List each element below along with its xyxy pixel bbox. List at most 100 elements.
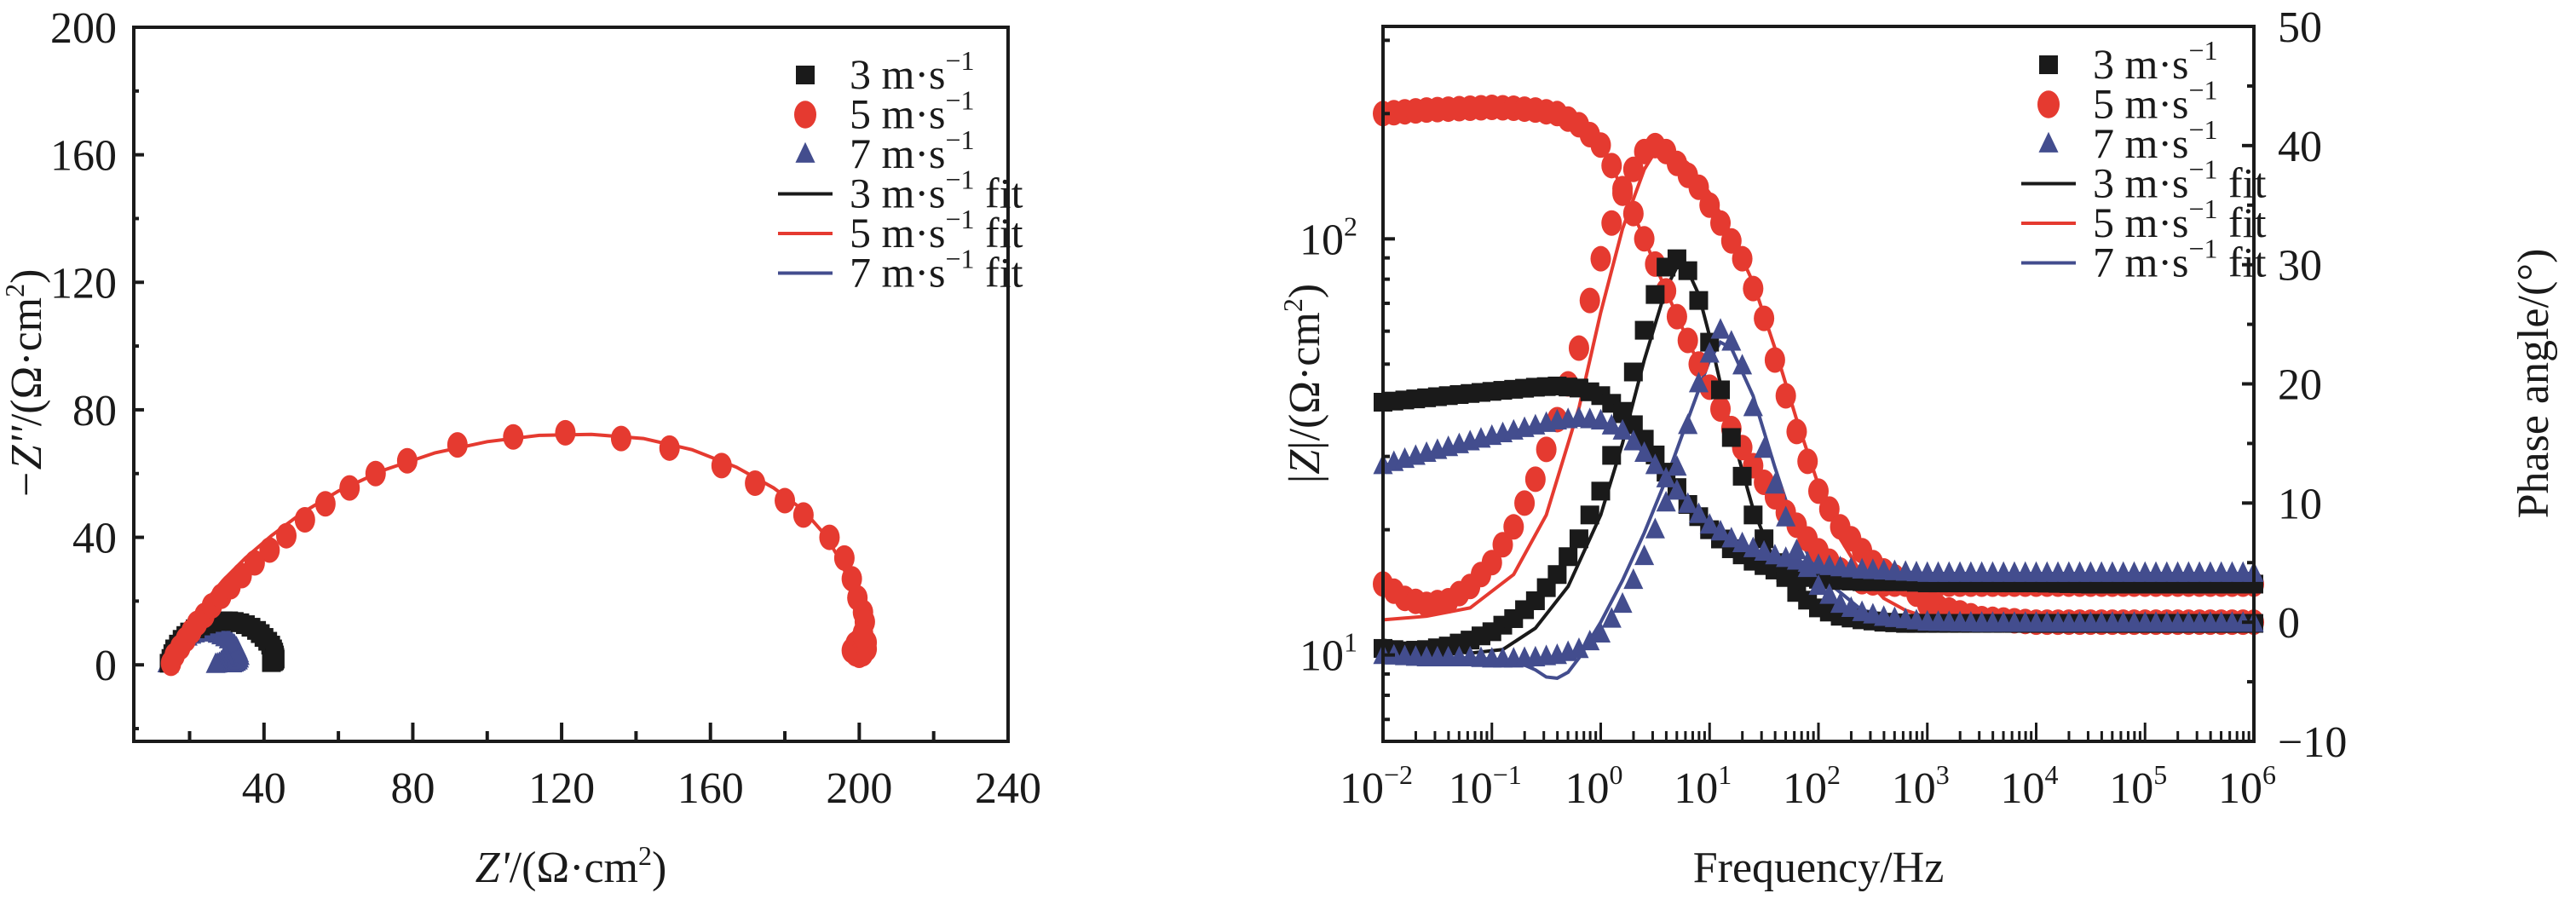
data-point-triangle [1786, 538, 1807, 560]
data-point-circle [711, 452, 732, 479]
data-point-square [262, 653, 281, 672]
data-point-circle [1503, 514, 1524, 540]
legend-marker-circle [2037, 90, 2060, 118]
data-point-triangle [1830, 591, 1851, 614]
x-tick-label: 102 [1783, 759, 1841, 813]
data-point-triangle [1797, 556, 1818, 578]
nyquist-plot-frame [132, 26, 1010, 743]
data-point-triangle [1732, 354, 1753, 375]
data-point-square [1721, 428, 1741, 447]
legend-label: 7 m·s−1 [2093, 114, 2218, 167]
data-point-circle [555, 419, 576, 446]
legend-label: 5 m·s−1 [850, 85, 975, 138]
data-point-triangle [1634, 441, 1655, 463]
data-point-circle [339, 475, 360, 501]
nyquist-y-axis-title: −Z''/(Ω·cm2) [0, 269, 51, 500]
nyquist-ticks: 40 80 120 160 200 240 0 40 80 120 160 200 [50, 4, 1041, 813]
data-point-circle [852, 623, 873, 649]
bode-left-y-axis-title: |Z|/(Ω·cm2) [1277, 284, 1329, 483]
legend-label: 7 m·s−1 [850, 124, 975, 177]
y-right-tick-label: 10 [2278, 480, 2322, 528]
data-point-circle [792, 502, 814, 528]
data-point-triangle [1699, 513, 1720, 534]
x-tick-label: 160 [677, 764, 744, 813]
x-tick-label: 40 [242, 764, 286, 813]
legend-label: 3 m·s−1 [850, 45, 975, 98]
data-point-circle [1666, 303, 1687, 330]
nyquist-series-layer [157, 419, 878, 677]
legend-label: 3 m·s−1 [2093, 35, 2218, 88]
data-point-circle [1622, 200, 1644, 227]
data-point-triangle [1808, 573, 1829, 596]
data-point-circle [1622, 156, 1644, 182]
data-point-square [1645, 285, 1665, 304]
data-point-circle [294, 506, 315, 533]
data-point-triangle [1623, 429, 1644, 451]
x-tick-label: 103 [1892, 759, 1950, 813]
data-point-triangle [1776, 505, 1796, 527]
data-point-circle [244, 550, 265, 576]
data-point-square [1689, 291, 1709, 310]
data-point-triangle [1688, 502, 1709, 523]
x-tick-label: 104 [2001, 759, 2059, 813]
y-tick-label: 160 [50, 132, 117, 181]
bode-x-axis-title: Frequency/Hz [1693, 844, 1945, 892]
data-point-square [1634, 320, 1654, 340]
data-point-triangle [1667, 455, 1687, 476]
data-point-triangle [1634, 544, 1655, 566]
data-point-circle [314, 491, 336, 517]
data-point-circle [1688, 174, 1709, 200]
data-point-triangle [1754, 437, 1774, 458]
data-point-circle [1754, 305, 1775, 331]
data-point-square [1755, 529, 1774, 549]
data-point-square [1591, 481, 1611, 501]
data-point-circle [1710, 210, 1732, 236]
y-tick-label: 200 [50, 4, 117, 53]
y-right-tick-label: 20 [2278, 361, 2322, 410]
data-point-circle [1481, 550, 1502, 576]
data-point-square [1602, 446, 1622, 465]
data-point-circle [1590, 245, 1611, 272]
legend-marker-triangle [795, 141, 815, 163]
data-point-triangle [1710, 519, 1731, 541]
x-tick-label: 240 [975, 764, 1041, 813]
data-point-circle [276, 522, 297, 549]
x-tick-label: 100 [1565, 759, 1623, 813]
legend-label: 3 m·s−1 fit [850, 164, 1023, 217]
legend-label: 7 m·s−1 fit [850, 244, 1023, 297]
data-point-square [1776, 568, 1795, 587]
data-point-square [1711, 380, 1731, 400]
data-point-circle [1634, 226, 1655, 252]
data-point-triangle [1754, 539, 1774, 562]
y-right-tick-label: 50 [2278, 3, 2322, 52]
legend-marker-square [2039, 55, 2058, 74]
data-point-circle [1808, 478, 1829, 504]
data-point-circle [1524, 466, 1546, 493]
data-point-square [1547, 565, 1567, 585]
data-point-square [1732, 466, 1752, 486]
data-point-circle [1677, 327, 1698, 354]
x-tick-label: 120 [528, 764, 595, 813]
data-point-triangle [1721, 330, 1742, 351]
x-tick-label: 80 [390, 764, 435, 813]
data-point-circle [1775, 383, 1796, 409]
y-tick-label: 120 [50, 259, 117, 308]
data-point-circle [1732, 245, 1753, 272]
data-point-triangle [1667, 479, 1687, 500]
data-point-circle [1786, 418, 1807, 445]
data-point-circle [259, 537, 280, 563]
data-point-triangle [1743, 395, 1763, 417]
x-tick-label: 10−1 [1449, 759, 1522, 813]
data-point-square [1580, 505, 1599, 525]
data-point-square [1678, 261, 1697, 280]
data-point-circle [1514, 490, 1536, 516]
data-point-square [1613, 404, 1633, 424]
data-point-circle [1601, 210, 1622, 236]
legend-label: 7 m·s−1 fit [2093, 233, 2267, 286]
data-point-triangle [1721, 527, 1742, 548]
data-point-triangle [1656, 466, 1676, 487]
y-left-tick-label: 101 [1300, 627, 1357, 681]
data-point-triangle [1743, 536, 1763, 557]
